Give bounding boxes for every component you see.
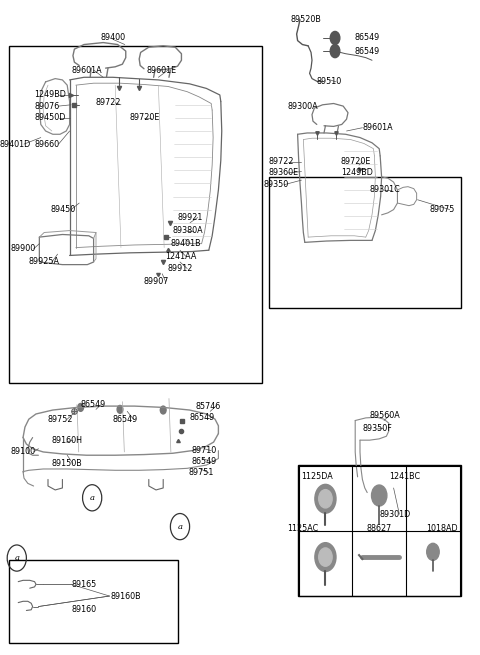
Circle shape (160, 406, 166, 414)
Text: 89720E: 89720E (341, 157, 371, 166)
Text: 89921: 89921 (178, 213, 203, 222)
Text: 89925A: 89925A (29, 257, 60, 267)
Text: 89720E: 89720E (130, 113, 160, 122)
Text: 1249BD: 1249BD (35, 90, 66, 100)
Text: 1241AA: 1241AA (166, 252, 197, 261)
Text: 89601A: 89601A (71, 66, 102, 75)
Text: 89301C: 89301C (370, 185, 400, 195)
Text: 89160: 89160 (71, 605, 96, 614)
Text: 89601A: 89601A (362, 123, 393, 132)
Text: 89165: 89165 (71, 580, 96, 590)
Text: 85746: 85746 (196, 402, 221, 411)
Text: 88627: 88627 (367, 524, 392, 533)
Circle shape (427, 544, 439, 561)
Text: 1125AC: 1125AC (287, 524, 318, 533)
Text: 89450: 89450 (50, 205, 76, 214)
Text: 86549: 86549 (354, 33, 380, 43)
Text: 89400: 89400 (100, 33, 125, 43)
Text: 89160H: 89160H (52, 436, 83, 445)
Circle shape (315, 542, 336, 571)
Text: 86549: 86549 (113, 415, 138, 424)
Text: 89350: 89350 (263, 180, 288, 189)
Text: 89722: 89722 (269, 157, 294, 166)
Text: 1241BC: 1241BC (389, 472, 420, 481)
Text: 89722: 89722 (95, 98, 120, 107)
Text: 89160B: 89160B (110, 591, 141, 601)
Text: 89360E: 89360E (269, 168, 299, 178)
Bar (269, 177, 461, 308)
Text: 89520B: 89520B (290, 15, 321, 24)
Text: 89350F: 89350F (362, 424, 392, 433)
Text: 86549: 86549 (190, 413, 215, 422)
Bar (9, 46, 262, 383)
Text: 89450D: 89450D (35, 113, 66, 122)
Circle shape (330, 31, 340, 45)
Circle shape (78, 403, 84, 411)
Text: a: a (178, 523, 182, 531)
Circle shape (319, 490, 332, 508)
Circle shape (117, 405, 123, 413)
Text: 1249BD: 1249BD (341, 168, 372, 178)
Text: 89660: 89660 (35, 140, 60, 149)
Text: 89300A: 89300A (288, 102, 319, 111)
Text: 1018AD: 1018AD (426, 524, 457, 533)
Text: 89752: 89752 (47, 415, 72, 424)
Text: 86549: 86549 (191, 457, 216, 466)
Bar (298, 465, 461, 596)
Text: 89075: 89075 (430, 205, 455, 214)
Text: a: a (14, 554, 19, 562)
Text: 86549: 86549 (81, 400, 106, 409)
Text: 89380A: 89380A (173, 226, 204, 235)
Text: 89751: 89751 (188, 468, 214, 477)
Text: 89710: 89710 (191, 446, 216, 455)
Text: a: a (90, 494, 95, 502)
Text: 89601E: 89601E (146, 66, 177, 75)
Text: 1125DA: 1125DA (301, 472, 333, 481)
Text: 89401B: 89401B (170, 239, 201, 248)
Text: 89100: 89100 (11, 447, 36, 457)
Text: 89900: 89900 (11, 244, 36, 253)
Bar (9, 560, 178, 643)
Text: 89907: 89907 (144, 277, 169, 286)
Circle shape (372, 485, 387, 506)
Circle shape (330, 45, 340, 58)
Text: 89510: 89510 (317, 77, 342, 86)
Circle shape (315, 485, 336, 514)
Text: 89560A: 89560A (370, 411, 400, 420)
Circle shape (319, 548, 332, 566)
Text: 89301D: 89301D (379, 510, 410, 519)
Text: 89076: 89076 (35, 102, 60, 111)
Text: 86549: 86549 (354, 47, 380, 56)
Text: 89401D: 89401D (0, 140, 31, 149)
Text: 89912: 89912 (167, 264, 192, 273)
Text: 89150B: 89150B (52, 459, 83, 468)
